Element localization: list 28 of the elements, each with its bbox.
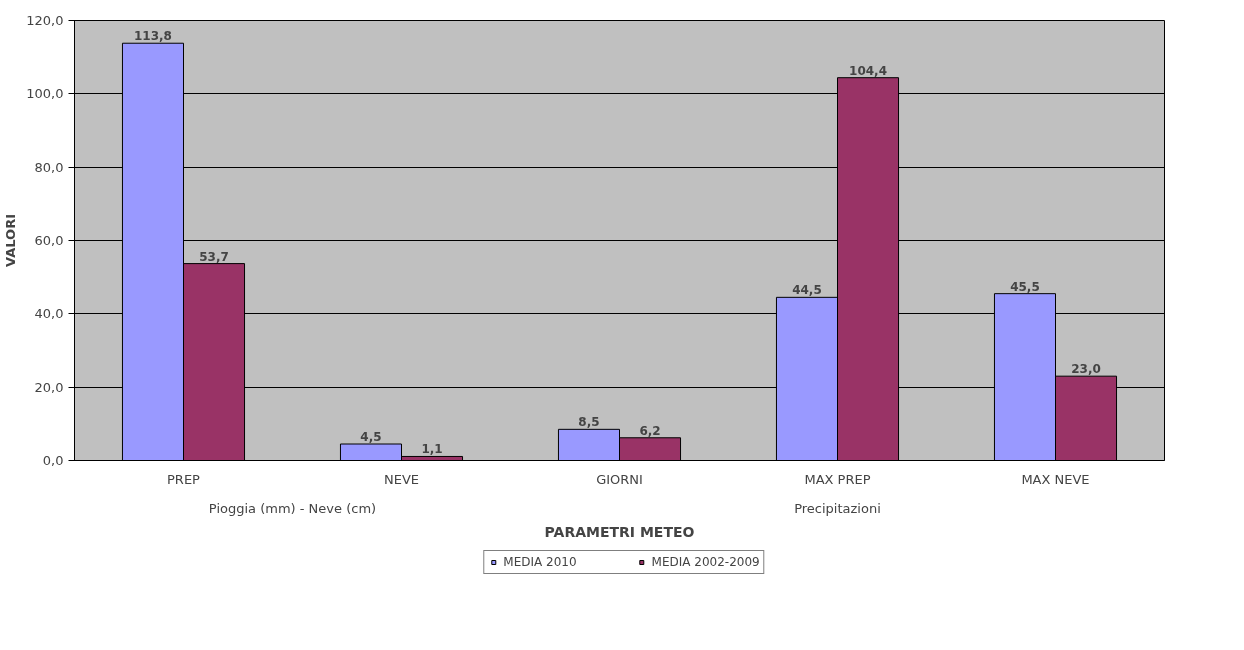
- y-tick-label: 20,0: [34, 379, 64, 395]
- y-tick-label: 60,0: [34, 233, 64, 248]
- data-label: 8,5: [578, 415, 600, 430]
- y-tick-label: 0,0: [42, 453, 64, 468]
- y-axis-title: VALORI: [3, 214, 19, 267]
- data-label: 1,1: [421, 442, 443, 457]
- data-label: 53,7: [199, 249, 229, 264]
- y-tick-label: 120,0: [26, 13, 64, 28]
- text: Pioggia (mm) - Neve (cm): [208, 500, 377, 516]
- text: Precipitazioni: [794, 500, 881, 516]
- x-tick-label: PREP: [167, 471, 201, 487]
- data-label: 23,0: [1071, 362, 1101, 377]
- data-label: 6,2: [639, 423, 661, 438]
- y-tick-label: 40,0: [34, 306, 64, 322]
- x-tick-label: MAX NEVE: [1021, 471, 1090, 487]
- data-label: 104,4: [849, 63, 888, 78]
- y-tick-label: 100,0: [26, 86, 64, 102]
- x-axis-title: PARAMETRI METEO: [544, 523, 695, 540]
- data-label: 4,5: [360, 430, 382, 444]
- data-label: 45,5: [1010, 279, 1040, 294]
- data-label: 113,8: [134, 29, 172, 44]
- data-label: 44,5: [792, 283, 822, 298]
- x-tick-label: MAX PREP: [804, 471, 871, 487]
- x-tick-label: GIORNI: [596, 471, 643, 487]
- legend-label: MEDIA 2002-2009: [651, 555, 760, 569]
- legend-label: MEDIA 2010: [503, 555, 577, 569]
- x-tick-label: NEVE: [383, 471, 420, 487]
- y-tick-label: 80,0: [34, 159, 64, 175]
